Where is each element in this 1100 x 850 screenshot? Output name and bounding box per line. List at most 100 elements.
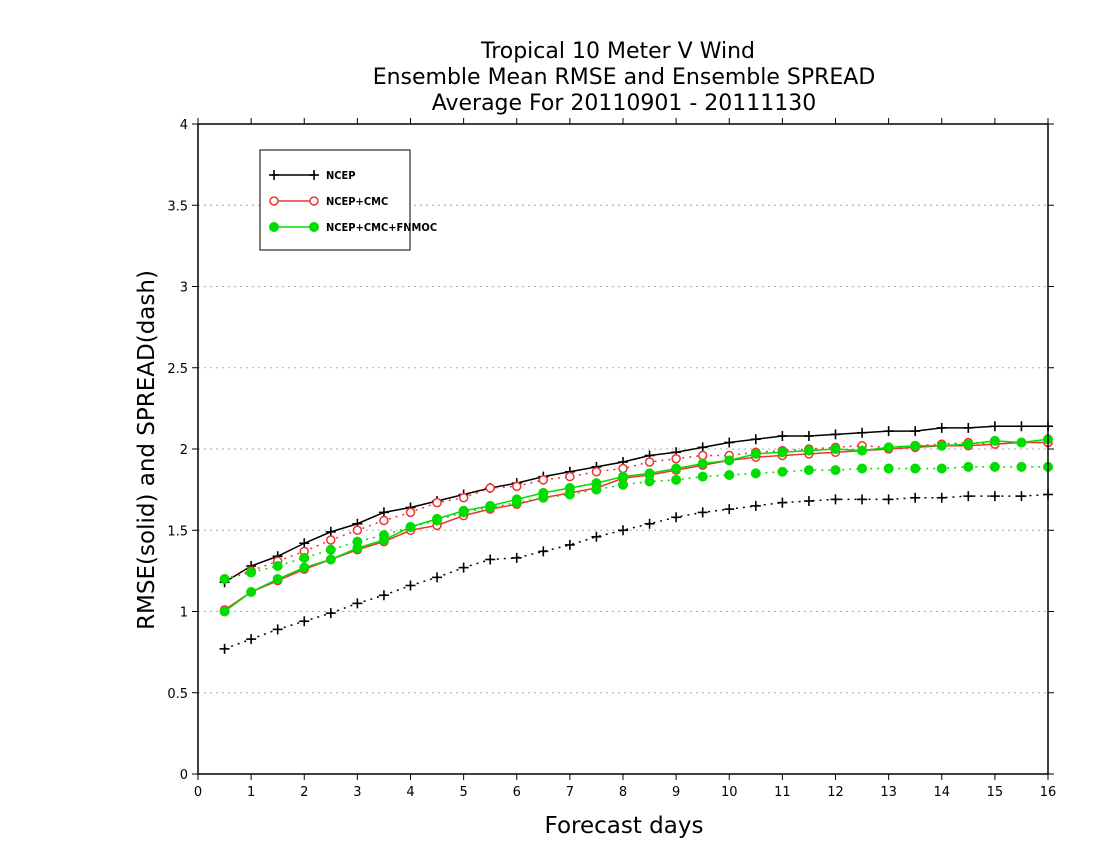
legend-marker-left [269,170,279,180]
x-tick-label: 13 [880,785,897,800]
spread-point [750,500,761,511]
rmse-point [432,513,443,524]
rmse-point [936,422,947,433]
spread-point [830,465,841,476]
x-tick-label: 14 [933,785,950,800]
rmse-point [272,574,283,584]
spread-point [724,470,735,480]
legend-marker-right [309,170,319,180]
rmse-point [910,426,921,437]
spread-point [883,463,894,474]
spread-point [618,463,628,474]
rmse-point [299,562,310,573]
x-tick-label: 2 [300,785,308,800]
spread-point [378,590,389,601]
spread-point [803,496,814,506]
spread-point [644,457,655,467]
spread-point [272,624,283,635]
rmse-point [724,455,735,466]
rmse-point [936,440,947,451]
x-axis-ticks: 0 1 2 3 4 5 6 7 8 9 10 11 12 13 14 15 16 [194,118,1056,800]
spread-point [936,492,947,503]
y-tick-label: 3.5 [167,199,188,214]
rmse-point [564,483,575,493]
spread-point [671,474,682,485]
rmse-point [777,431,788,441]
spread-point [538,475,549,485]
spread-point [910,463,921,474]
legend-label: NCEP [326,169,356,182]
rmse-point [458,505,469,516]
legend-label: NCEP+CMC [326,195,388,208]
spread-line [224,493,1049,650]
legend-marker-left [269,222,279,232]
spread-point [352,598,363,609]
rmse-point [963,422,974,433]
rmse-point [1016,437,1027,448]
y-tick-label: 3 [180,281,188,296]
x-tick-label: 6 [513,785,521,800]
spread-point [618,525,628,536]
rmse-point [671,463,682,474]
legend-marker-right [309,196,319,206]
spread-line [224,441,1048,580]
spread-point [989,461,1000,472]
spread-point [379,515,389,526]
series-layer [219,421,1053,654]
rmse-point [352,543,363,554]
x-tick-label: 15 [987,785,1004,800]
title-line-2: Ensemble Mean RMSE and Ensemble SPREAD [373,65,876,90]
spread-point [246,567,257,578]
spread-point [485,483,495,493]
spread-point [432,497,442,508]
rmse-point [803,431,814,441]
rmse-point [777,447,788,458]
y-tick-label: 2 [180,443,188,458]
rmse-point [830,429,841,440]
y-tick-label: 4 [180,118,188,133]
rmse-point [857,427,868,438]
rmse-point [378,535,389,545]
spread-point [697,507,708,518]
spread-point [564,539,575,550]
legend-label: NCEP+CMC+FNMOC [326,221,437,234]
spread-point [963,491,974,502]
x-tick-label: 12 [827,785,844,800]
spread-point [485,554,496,565]
rmse-point [538,487,549,498]
rmse-point [618,471,628,482]
rmse-point [857,445,868,456]
spread-point [963,461,974,472]
series-ncep [219,421,1053,654]
spread-point [697,450,708,461]
spread-point [325,544,336,555]
spread-point [299,552,310,563]
rmse-point [989,421,1000,432]
rmse-point [325,554,336,565]
legend-entry: NCEP+CMC+FNMOC [269,221,437,234]
legend-marker-right [309,222,319,232]
spread-point [671,454,681,464]
spread-point [750,468,761,479]
spread-point [857,494,868,505]
rmse-point [299,538,310,549]
y-tick-label: 0 [180,768,188,783]
rmse-point [405,522,416,532]
y-tick-label: 0.5 [167,687,188,702]
x-tick-label: 3 [353,785,361,800]
spread-point [352,525,363,535]
legend-entry: NCEP [269,169,356,182]
legend-box [259,149,411,251]
spread-point [777,497,788,508]
rmse-point [724,437,735,448]
spread-point [405,580,416,591]
rmse-point [697,442,708,453]
spread-point [936,463,947,474]
x-tick-label: 10 [721,785,738,800]
rmse-point [378,507,389,518]
x-tick-label: 0 [194,785,202,800]
rmse-point [910,440,921,451]
rmse-point [750,448,761,459]
rmse-point [485,500,496,511]
